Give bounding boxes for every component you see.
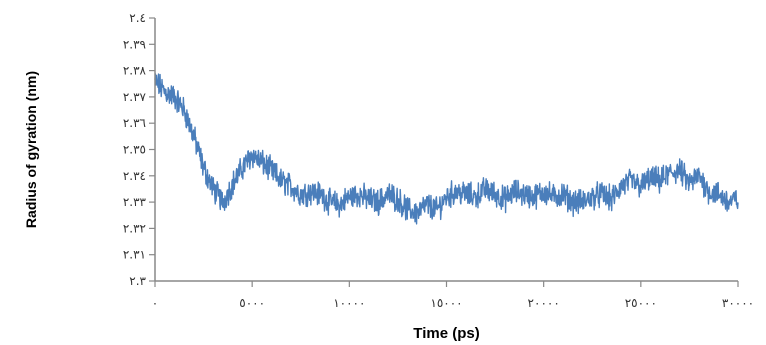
y-tick-label: ٢.٣٩	[123, 37, 146, 51]
y-tick-label: ٢.٤	[129, 11, 146, 25]
y-tick-label: ٢.٣	[129, 274, 146, 288]
x-axis-label: Time (ps)	[413, 325, 479, 342]
y-tick-label: ٢.٣٨	[123, 64, 147, 78]
y-tick-label: ٢.٣٥	[123, 143, 146, 157]
x-tick-label: ٠	[152, 296, 158, 310]
x-tick-label: ٥٠٠٠	[239, 296, 265, 310]
series-layer	[154, 73, 739, 225]
x-axis-ticks: ٠ ٥٠٠٠ ١٠٠٠٠ ١٥٠٠٠ ٢٠٠٠٠ ٢٥٠٠٠ ٣٠٠٠٠	[152, 281, 754, 310]
x-tick-label: ٣٠٠٠٠	[722, 296, 754, 310]
x-tick-label: ١٠٠٠٠	[333, 296, 365, 310]
y-tick-label: ٢.٣١	[123, 248, 146, 262]
y-tick-label: ٢.٣٣	[123, 195, 147, 209]
y-tick-label: ٢.٣٧	[123, 90, 147, 104]
y-axis-label: Radius of gyration (nm)	[23, 71, 39, 228]
y-tick-label: ٢.٣٤	[123, 169, 146, 183]
x-tick-label: ٢٠٠٠٠	[528, 296, 560, 310]
rg-series-line	[154, 73, 739, 225]
y-axis-ticks: ٢.٣ ٢.٣١ ٢.٣٢ ٢.٣٣ ٢.٣٤ ٢.٣٥ ٢.٣٦ ٢.٣٧ ٢.٣٨ ٢.٣٩ ٢…	[123, 11, 155, 288]
x-tick-label: ١٥٠٠٠	[430, 296, 462, 310]
y-tick-label: ٢.٣٦	[123, 116, 146, 130]
x-tick-label: ٢٥٠٠٠	[625, 296, 657, 310]
y-tick-label: ٢.٣٢	[123, 221, 146, 235]
